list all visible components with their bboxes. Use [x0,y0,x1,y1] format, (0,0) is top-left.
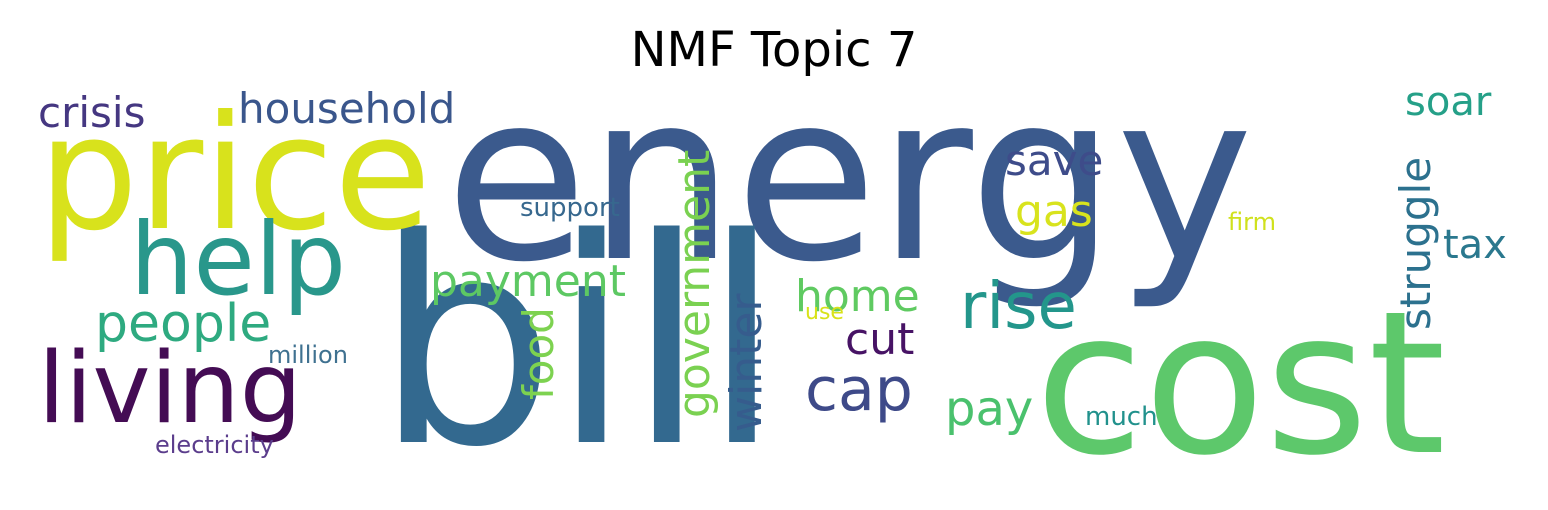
word-energy: energy [445,43,1254,313]
word-home: home [795,271,920,322]
word-crisis: crisis [38,88,146,137]
word-bill: bill [375,178,781,510]
word-cut: cut [845,314,915,365]
word-much: much [1085,402,1158,432]
chart-title: NMF Topic 7 [630,22,918,78]
word-winter: winter [721,293,772,432]
word-help: help [130,201,347,318]
word-payment: payment [430,256,627,307]
word-pay: pay [945,381,1034,437]
word-price: price [38,82,432,266]
word-government: government [669,149,720,418]
word-soar: soar [1405,79,1492,125]
word-people: people [95,294,272,354]
word-cloud: energy bill cost price help living peopl… [38,43,1507,510]
word-use: use [805,300,844,325]
word-million: million [268,341,348,369]
word-tax: tax [1443,222,1507,268]
word-food: food [514,307,563,400]
word-household: household [238,84,456,133]
word-cost: cost [1035,268,1446,499]
word-gas: gas [1015,186,1093,237]
word-firm: firm [1228,208,1276,236]
word-electricity: electricity [155,431,274,459]
word-struggle: struggle [1391,156,1440,330]
word-save: save [1005,136,1104,185]
word-cap: cap [805,355,913,425]
word-support: support [520,193,620,223]
word-rise: rise [960,270,1077,344]
word-living: living [38,332,302,446]
